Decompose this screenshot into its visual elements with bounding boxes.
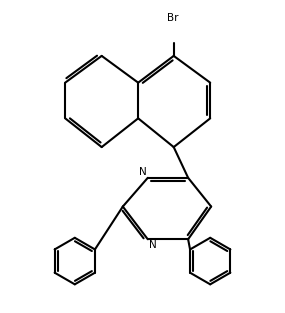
- Text: N: N: [139, 167, 147, 177]
- Text: Br: Br: [167, 13, 178, 23]
- Text: N: N: [149, 240, 156, 250]
